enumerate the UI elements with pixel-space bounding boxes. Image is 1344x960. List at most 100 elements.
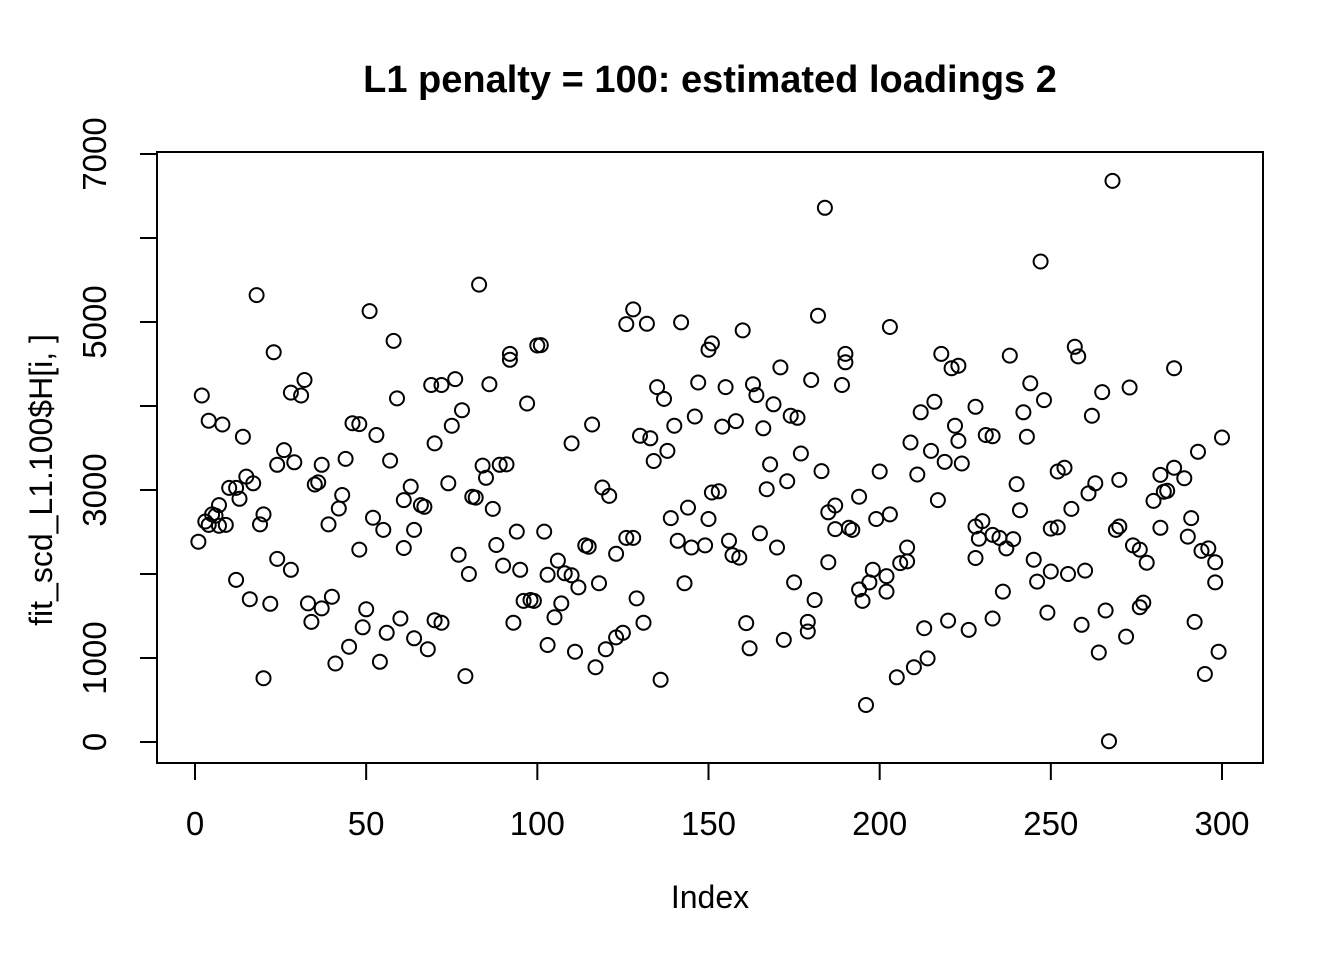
data-point-marker xyxy=(738,615,755,632)
data-point-marker xyxy=(994,583,1011,600)
data-point-marker xyxy=(1214,429,1230,446)
data-point-marker xyxy=(601,487,618,504)
data-point-marker xyxy=(460,566,477,582)
data-point-marker xyxy=(940,612,957,629)
data-point-marker xyxy=(1005,531,1022,548)
data-point-marker xyxy=(1012,502,1028,519)
data-point-marker xyxy=(669,532,686,549)
data-point-marker xyxy=(786,574,803,591)
data-point-marker xyxy=(703,484,720,501)
data-point-marker xyxy=(748,387,765,404)
data-point-marker xyxy=(371,653,388,670)
data-point-marker xyxy=(635,614,652,631)
data-point-marker xyxy=(810,307,826,324)
data-point-marker xyxy=(231,490,248,507)
data-point-marker xyxy=(902,434,919,451)
data-point-marker xyxy=(563,567,580,584)
data-point-marker xyxy=(1087,475,1104,492)
data-point-marker xyxy=(1131,599,1148,616)
data-point-marker xyxy=(1083,407,1100,424)
data-point-marker xyxy=(881,506,898,523)
data-point-marker xyxy=(741,640,758,657)
data-point-marker xyxy=(840,519,857,536)
data-point-marker xyxy=(320,516,337,533)
data-point-marker xyxy=(491,456,508,473)
data-point-marker xyxy=(837,354,854,371)
y-axis-ticks: 0 1000 3000 5000 7000 xyxy=(76,117,157,751)
data-point-marker xyxy=(402,478,419,495)
data-point-marker xyxy=(1200,540,1217,557)
data-point-marker xyxy=(368,427,385,443)
data-point-marker xyxy=(614,624,631,641)
data-point-marker xyxy=(443,417,460,434)
y-tick-label: 3000 xyxy=(76,453,113,526)
data-point-marker xyxy=(1210,643,1227,660)
data-point-marker xyxy=(1073,616,1090,633)
data-point-marker xyxy=(454,402,470,419)
data-point-marker xyxy=(844,521,861,538)
data-point-marker xyxy=(1077,562,1094,579)
data-point-marker xyxy=(515,592,532,609)
data-point-marker xyxy=(851,488,868,505)
data-point-marker xyxy=(864,561,881,578)
data-point-marker xyxy=(426,435,443,452)
data-points xyxy=(190,172,1230,750)
data-point-marker xyxy=(478,469,494,486)
data-point-marker xyxy=(549,552,566,569)
data-point-marker xyxy=(1176,470,1193,487)
data-point-marker xyxy=(929,492,946,509)
data-point-marker xyxy=(508,523,525,540)
data-point-marker xyxy=(351,541,368,558)
data-point-marker xyxy=(1036,392,1052,409)
data-point-marker xyxy=(193,387,210,404)
data-point-marker xyxy=(512,561,529,578)
data-point-marker xyxy=(501,351,518,368)
data-point-marker xyxy=(827,521,844,538)
data-point-marker xyxy=(382,452,399,469)
data-point-marker xyxy=(282,384,299,401)
data-point-marker xyxy=(358,601,375,618)
data-point-marker xyxy=(792,445,809,462)
data-point-marker xyxy=(1094,384,1111,401)
data-point-marker xyxy=(1049,519,1066,536)
data-point-marker xyxy=(351,416,368,433)
data-point-marker xyxy=(953,455,970,472)
data-point-marker xyxy=(406,630,423,647)
data-point-marker xyxy=(375,521,392,538)
data-point-marker xyxy=(947,417,963,434)
data-point-marker xyxy=(645,453,662,469)
data-point-marker xyxy=(834,377,850,393)
data-point-marker xyxy=(481,376,498,393)
data-point-marker xyxy=(731,549,748,566)
data-point-marker xyxy=(775,631,792,648)
y-tick-label: 0 xyxy=(76,733,113,751)
y-tick-label: 5000 xyxy=(76,285,113,358)
data-point-marker xyxy=(471,276,488,293)
data-point-marker xyxy=(262,595,279,612)
data-point-marker xyxy=(300,595,316,612)
data-point-marker xyxy=(717,379,734,396)
data-point-marker xyxy=(618,529,635,546)
data-point-marker xyxy=(1029,573,1046,590)
data-point-marker xyxy=(703,335,720,352)
data-point-marker xyxy=(525,592,542,609)
data-point-marker xyxy=(710,483,727,500)
data-point-marker xyxy=(447,371,464,388)
x-tick-label: 0 xyxy=(186,805,204,842)
data-point-marker xyxy=(960,621,977,638)
data-point-marker xyxy=(1152,466,1169,483)
data-point-marker xyxy=(881,319,898,335)
data-point-marker xyxy=(406,521,423,538)
data-point-marker xyxy=(1063,500,1080,517)
data-point-marker xyxy=(676,575,693,592)
data-point-marker xyxy=(200,412,217,429)
data-point-marker xyxy=(1207,554,1224,571)
data-point-marker xyxy=(354,619,371,636)
data-point-marker xyxy=(1056,459,1073,476)
data-point-marker xyxy=(1179,528,1196,545)
data-point-marker xyxy=(1135,594,1152,611)
data-point-marker xyxy=(385,332,402,349)
data-point-marker xyxy=(423,377,440,393)
data-point-marker xyxy=(1025,551,1042,568)
